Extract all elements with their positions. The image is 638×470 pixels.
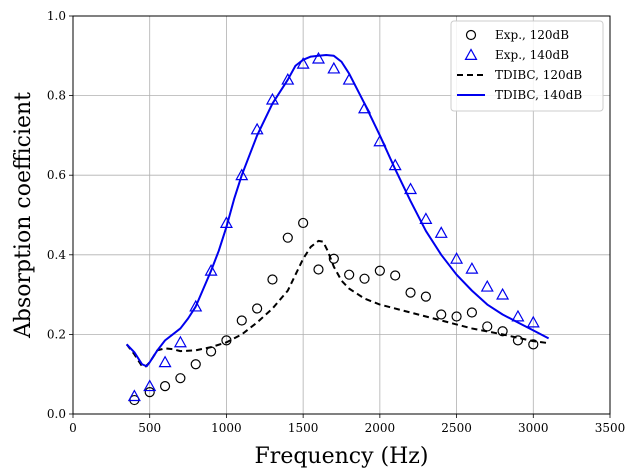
series-line-2 [125, 239, 549, 369]
data-point [526, 315, 540, 328]
data-point [466, 307, 478, 318]
data-point [143, 379, 157, 392]
data-point [420, 291, 431, 302]
data-point [327, 61, 341, 74]
data-point [144, 387, 155, 398]
legend-label: Exp., 120dB [495, 28, 569, 42]
y-tick-label: 0.2 [47, 327, 66, 341]
legend-item-0: Exp., 120dB [465, 28, 569, 42]
data-point [311, 51, 326, 64]
y-axis-label: Absorption coefficient [11, 92, 36, 339]
data-point [528, 339, 539, 350]
data-point [298, 217, 309, 229]
plot-frame [72, 15, 611, 415]
data-point [313, 264, 324, 275]
data-point [434, 226, 448, 238]
data-point [158, 355, 172, 368]
legend-label: TDIBC, 120dB [495, 68, 582, 82]
data-point [436, 309, 447, 320]
data-point [482, 321, 493, 332]
data-point [190, 359, 201, 370]
series-3 [125, 54, 550, 368]
series-0 [129, 217, 539, 406]
data-point [497, 326, 508, 337]
data-point [252, 303, 263, 314]
legend-item-1: Exp., 140dB [464, 48, 569, 62]
data-point [173, 335, 187, 348]
data-point [405, 287, 416, 298]
data-point [189, 299, 203, 312]
x-tick-label: 3500 [595, 421, 626, 435]
data-point [404, 182, 418, 195]
data-point [390, 270, 401, 281]
data-point [512, 335, 524, 346]
data-point [359, 273, 370, 284]
data-point [236, 315, 247, 326]
data-point [374, 265, 385, 276]
x-tick-label: 2000 [365, 421, 396, 435]
series-1 [127, 51, 540, 402]
legend: Exp., 120dB Exp., 140dB TDIBC, 120dB TDIBC,… [450, 20, 604, 112]
series-line-3 [125, 54, 550, 368]
data-point [480, 279, 494, 292]
legend-swatch [465, 29, 477, 41]
legend-swatch [464, 48, 478, 61]
y-tick-label: 0.0 [47, 407, 66, 421]
data-point [267, 274, 278, 285]
legend-box [450, 20, 604, 112]
data-point [451, 311, 462, 322]
data-point [127, 389, 141, 402]
x-tick-label: 1500 [288, 421, 319, 435]
series-2 [125, 239, 549, 369]
x-tick-label: 1000 [211, 421, 242, 435]
x-axis-label: Frequency (Hz) [255, 444, 429, 469]
data-point [235, 168, 249, 181]
data-point [511, 309, 525, 322]
data-point [281, 72, 295, 85]
x-tick-label: 500 [138, 421, 161, 435]
data-point [159, 381, 171, 392]
data-point [296, 57, 310, 69]
data-point [204, 263, 218, 276]
legend-item-3: TDIBC, 140dB [457, 88, 582, 102]
data-point [328, 253, 339, 264]
data-point [496, 287, 510, 300]
y-tick-label: 0.6 [47, 168, 66, 182]
data-point [344, 269, 355, 280]
y-tick-label: 1.0 [47, 9, 66, 23]
legend-item-2: TDIBC, 120dB [457, 68, 582, 82]
legend-label: TDIBC, 140dB [495, 88, 582, 102]
series-layer [125, 51, 550, 406]
data-point [175, 373, 186, 384]
data-point [282, 232, 293, 243]
legend-label: Exp., 140dB [495, 48, 569, 62]
x-tick-label: 0 [69, 421, 77, 435]
data-point [465, 261, 479, 274]
data-point [419, 212, 433, 224]
y-tick-label: 0.8 [47, 89, 66, 103]
x-tick-label: 2500 [441, 421, 472, 435]
ticks: 0 500 1000 1500 2000 2500 3000 3500 0.0 0.2 0.4 0.6… [47, 9, 625, 435]
y-tick-label: 0.4 [47, 248, 66, 262]
data-point [450, 252, 464, 264]
data-point [221, 335, 232, 346]
x-tick-label: 3000 [518, 421, 549, 435]
